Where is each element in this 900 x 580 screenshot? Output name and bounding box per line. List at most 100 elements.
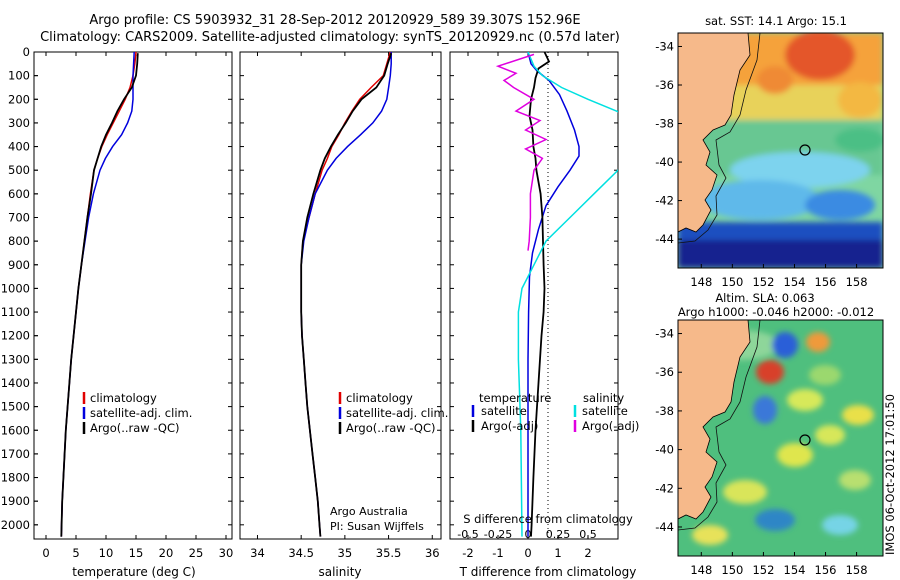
salinity-x-ticks: 34 34.5 35 35.5 36	[250, 52, 440, 560]
series-line-s-satellite	[517, 52, 618, 537]
x-tick-label: 35	[338, 546, 353, 560]
x-tick-label: 36	[425, 546, 440, 560]
map-y-tick-label: -34	[655, 327, 674, 341]
x-tick-label: 0	[524, 546, 531, 560]
map-y-tick-label: -44	[655, 232, 674, 246]
difference-legend: temperature salinity satellite Argo(-adj…	[471, 391, 639, 433]
x-tick-label: 5	[72, 546, 79, 560]
sst-argo-position-marker	[799, 144, 811, 156]
map-x-tick-label: 150	[721, 563, 743, 577]
map-x-tick-label: 148	[690, 275, 712, 289]
y-tick-label: 900	[8, 258, 30, 272]
y-tick-label: 1900	[1, 494, 30, 508]
map-y-tick-label: -42	[655, 194, 674, 208]
legend-t-argo-label: Argo(-adj)	[481, 419, 538, 433]
salinity-diff-x-ticks: -0.5 -0.25 0 0.25 0.5	[457, 528, 596, 541]
x-tick-label: -2	[462, 546, 473, 560]
y-tick-label: 100	[8, 69, 30, 83]
salinity-panel: 34 34.5 35 35.5 36 climatology satellite-adj…	[239, 51, 448, 579]
legend-argo-label: Argo(..raw -QC)	[90, 421, 180, 435]
x-tick-label: 25	[189, 546, 204, 560]
x-tick-label: 35.5	[376, 546, 402, 560]
legend-climatology-label: climatology	[90, 391, 157, 405]
x-tick-label: 2	[584, 546, 591, 560]
map-x-tick-label: 148	[690, 563, 712, 577]
map-y-tick-label: -40	[655, 443, 674, 457]
y-tick-label: 1500	[1, 400, 30, 414]
map-y-tick-label: -38	[655, 117, 674, 131]
imos-footer-timestamp: IMOS 06-Oct-2012 17:01:50	[883, 394, 897, 555]
y-tick-label: 1200	[1, 329, 30, 343]
series-line-s-argo-adj-	[495, 53, 548, 251]
legend-climatology-label: climatology	[346, 391, 413, 405]
sst-map-title: sat. SST: 14.1 Argo: 15.1	[705, 14, 847, 28]
difference-lines	[450, 52, 618, 537]
temperature-lines	[34, 52, 232, 537]
s-tick-label: -0.5	[457, 528, 478, 541]
map-x-tick-label: 154	[784, 275, 806, 289]
map-x-tick-label: 156	[815, 563, 837, 577]
legend-satellite-label: satellite-adj. clim.	[90, 406, 192, 420]
temperature-x-ticks: 0 5 10 15 20 25 30	[42, 52, 233, 560]
figure-title-line1: Argo profile: CS 5903932_31 28-Sep-2012 …	[89, 13, 580, 28]
map-x-tick-label: 158	[846, 563, 868, 577]
y-tick-label: 1600	[1, 423, 30, 437]
y-tick-label: 1300	[1, 352, 30, 366]
y-tick-label: 2000	[1, 518, 30, 532]
legend-temperature-header: temperature	[479, 391, 551, 405]
s-tick-label: 0.25	[546, 528, 571, 541]
y-tick-label: 1700	[1, 447, 30, 461]
legend-s-satellite-label: satellite	[582, 404, 628, 418]
temperature-axes-frame	[33, 51, 233, 540]
temperature-y-ticks: 0 100 200 300 400 500 600 700 800 900 1000 1100 1200…	[1, 45, 38, 532]
y-tick-label: 1800	[1, 471, 30, 485]
salinity-lines	[240, 52, 441, 537]
map-y-tick-label: -42	[655, 481, 674, 495]
map-y-tick-label: -36	[655, 78, 674, 92]
x-tick-label: 10	[99, 546, 114, 560]
s-difference-label: S difference from climatology	[463, 512, 633, 526]
x-tick-label: 34.5	[288, 546, 314, 560]
y-tick-label: 800	[8, 234, 30, 248]
map-x-tick-label: 150	[721, 275, 743, 289]
legend-s-argo-label: Argo(-adj)	[582, 419, 639, 433]
map-y-tick-label: -40	[655, 155, 674, 169]
sst-shelf-contour	[678, 33, 761, 244]
sla-map-image	[678, 320, 883, 556]
series-line-t-argo-adj-	[528, 52, 551, 537]
y-tick-label: 1100	[1, 305, 30, 319]
salinity-x-label: salinity	[318, 565, 361, 579]
y-tick-label: 700	[8, 210, 30, 224]
y-tick-label: 200	[8, 92, 30, 106]
salinity-axes-frame	[239, 51, 442, 540]
map-y-tick-label: -38	[655, 404, 674, 418]
s-tick-label: -0.25	[484, 528, 512, 541]
sla-map-panel: Altim. SLA: 0.063 Argo h1000: -0.046 h20…	[655, 291, 884, 577]
temperature-panel: 0100200300400500600700800900100011001200…	[1, 45, 234, 579]
y-tick-label: 500	[8, 163, 30, 177]
x-tick-label: 34	[250, 546, 265, 560]
map-y-tick-label: -36	[655, 365, 674, 379]
temperature-x-label: temperature (deg C)	[72, 565, 195, 579]
sst-map-ticks: 148 150 152 154 156 158 -34 -36 -38 -40 -42 -44	[655, 39, 867, 289]
legend-argo-label: Argo(..raw -QC)	[346, 421, 436, 435]
salinity-annotation-line2: PI: Susan Wijffels	[330, 520, 424, 533]
legend-salinity-header: salinity	[583, 391, 624, 405]
map-x-tick-label: 156	[815, 275, 837, 289]
map-x-tick-label: 152	[752, 275, 774, 289]
difference-x-ticks: -2 -1 0 1 2	[462, 52, 592, 560]
sla-map-ticks: 148 150 152 154 156 158 -34 -36 -38 -40 -42 -44	[655, 327, 867, 577]
sla-argo-position-marker	[799, 434, 811, 446]
map-x-tick-label: 154	[784, 563, 806, 577]
series-line-argo-raw-qc-	[300, 52, 393, 537]
sla-map-title-line1: Altim. SLA: 0.063	[715, 291, 814, 305]
x-tick-label: -1	[492, 546, 503, 560]
sla-shelf-contour	[678, 320, 761, 531]
sla-land-mass	[678, 320, 751, 520]
series-line-argo-raw-qc-	[60, 53, 139, 537]
map-x-tick-label: 158	[846, 275, 868, 289]
y-tick-label: 0	[23, 45, 30, 59]
s-tick-label: 0.5	[579, 528, 597, 541]
sla-map-title-line2: Argo h1000: -0.046 h2000: -0.012	[678, 305, 874, 319]
